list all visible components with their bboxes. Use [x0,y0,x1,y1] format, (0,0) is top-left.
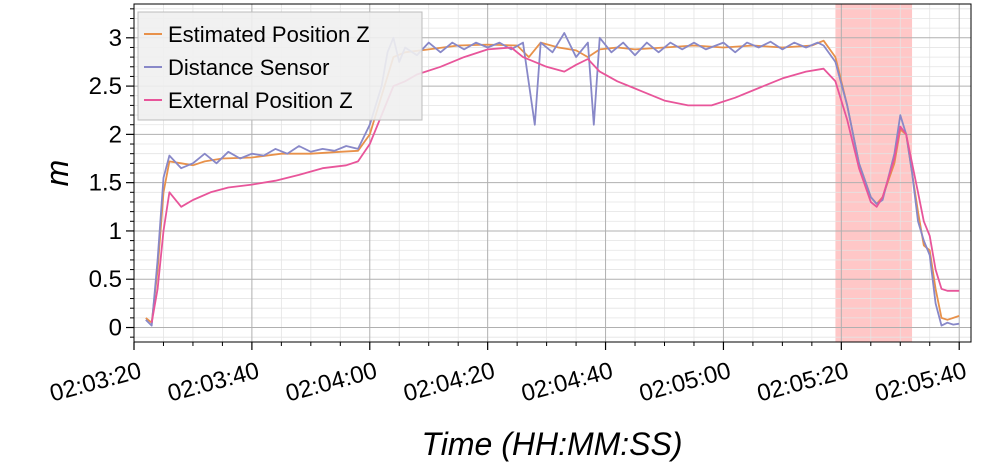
series-line-1 [145,32,960,327]
x-tick-label: 02:05:40 [872,357,969,407]
x-tick-label: 02:04:40 [519,357,616,407]
x-tick-label: 02:04:00 [283,357,380,407]
x-tick-label: 02:03:20 [47,357,144,407]
legend: Estimated Position Z Distance Sensor Exter… [137,11,423,121]
legend-label: Estimated Position Z [168,22,370,47]
x-tick-labels: 02:03:20 02:03:40 02:04:00 02:04:20 02:04:40… [47,357,969,407]
y-tick-label: 0 [109,315,122,342]
series-line-0 [145,39,960,324]
x-tick-label: 02:05:00 [636,357,733,407]
legend-box [137,11,423,121]
y-tick-label: 1 [109,218,122,245]
legend-label: External Position Z [168,88,353,113]
y-tick-label: 1.5 [89,170,122,197]
legend-label: Distance Sensor [168,55,329,80]
series-line-2 [150,46,960,323]
x-axis-title: Time (HH:MM:SS) [421,426,682,462]
y-tick-label: 0.5 [89,266,122,293]
x-tick-label: 02:03:40 [165,357,262,407]
y-axis-title: m [39,160,75,187]
y-tick-label: 2.5 [89,73,122,100]
series-layer [145,32,960,327]
x-tick-label: 02:05:20 [754,357,851,407]
x-tick-label: 02:04:20 [401,357,498,407]
y-tick-labels: 0 0.5 1 1.5 2 2.5 3 [89,25,122,342]
y-tick-label: 2 [109,121,122,148]
y-tick-label: 3 [109,25,122,52]
tick-layer [126,8,960,350]
